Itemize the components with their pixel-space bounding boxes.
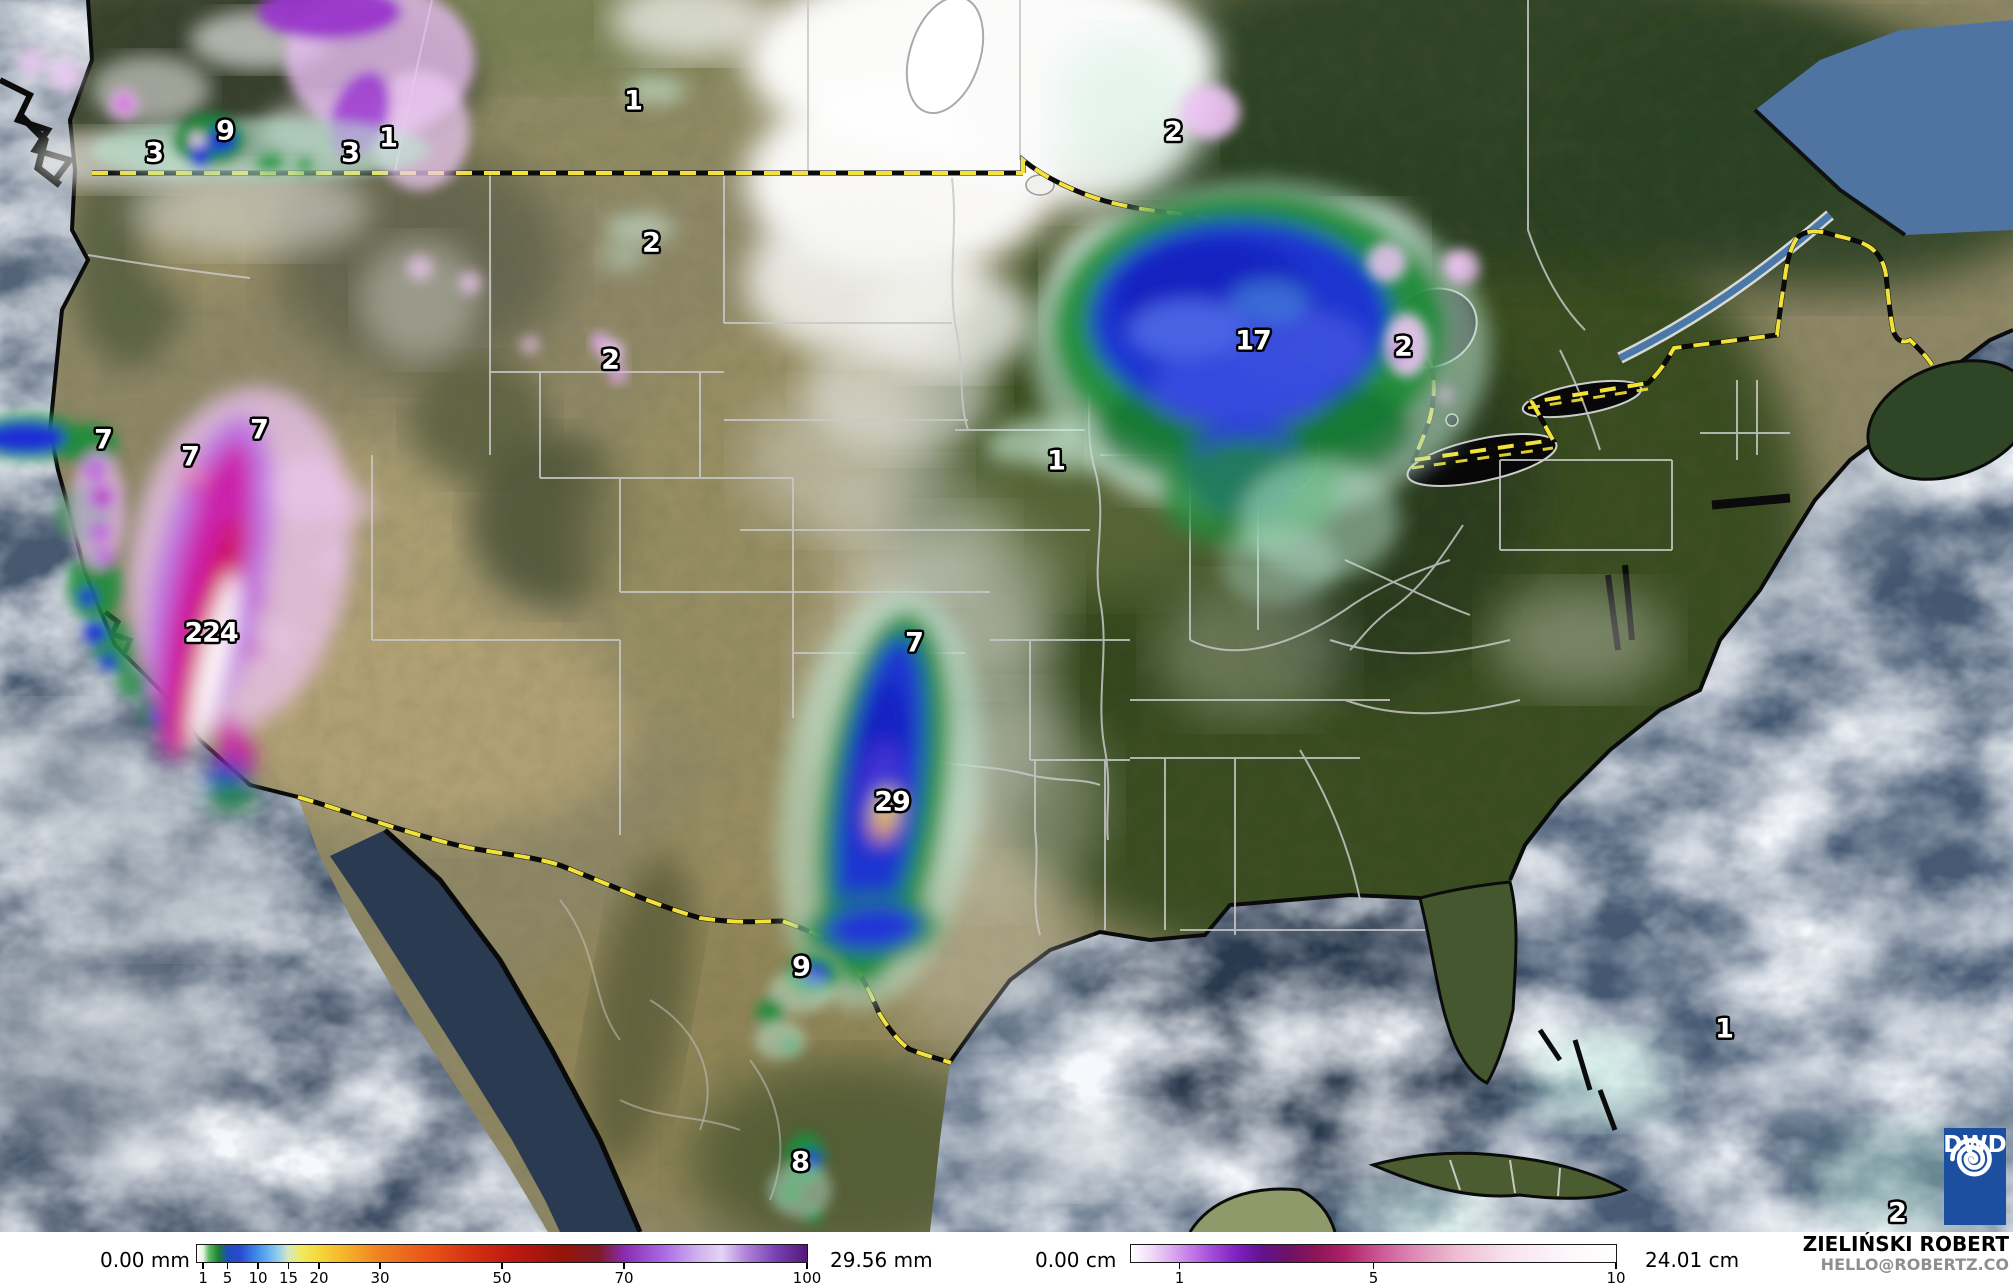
legend-cm-min-label: 0.00 cm: [1035, 1248, 1117, 1272]
legend-mm-max-label: 29.56 mm: [830, 1248, 933, 1272]
coastlines: [0, 0, 2013, 1232]
author-contact: HELLO@ROBERTZ.CO: [1820, 1255, 2009, 1274]
cuba-provinces: [1449, 1159, 1561, 1197]
basemap-canvas: [0, 0, 2013, 1232]
gulf-of-california: [330, 828, 643, 1232]
legend-cm-max-label: 24.01 cm: [1645, 1248, 1740, 1272]
legend-cm-colorbar: 1 5 10: [1130, 1244, 1626, 1287]
state-borders: [87, 0, 1790, 1201]
precipitation-satellite-map[interactable]: 3 9 3 1 1 2 2 2 17 2 1 7 7 7 224 7 29 9 8 1 2 DWD: [0, 0, 2013, 1234]
author-name: ZIELIŃSKI ROBERT: [1802, 1232, 2009, 1256]
legend-strip: 0.00 mm 1 5 10 15 20 30 50 70 100 29.56 mm 0.00 …: [0, 1232, 2013, 1287]
legend-mm-min-label: 0.00 mm: [100, 1248, 190, 1272]
legend-mm-colorbar: 1 5 10 15 20 30 50 70 100: [196, 1244, 821, 1287]
dwd-logo: DWD: [1943, 1128, 2007, 1225]
gulf-of-st-lawrence: [1617, 20, 2013, 364]
precipitation-overlay: [0, 0, 1490, 1226]
attribution: ZIELIŃSKI ROBERT HELLO@ROBERTZ.CO: [1803, 1233, 2009, 1274]
dwd-spiral-icon: [1950, 1138, 1992, 1177]
